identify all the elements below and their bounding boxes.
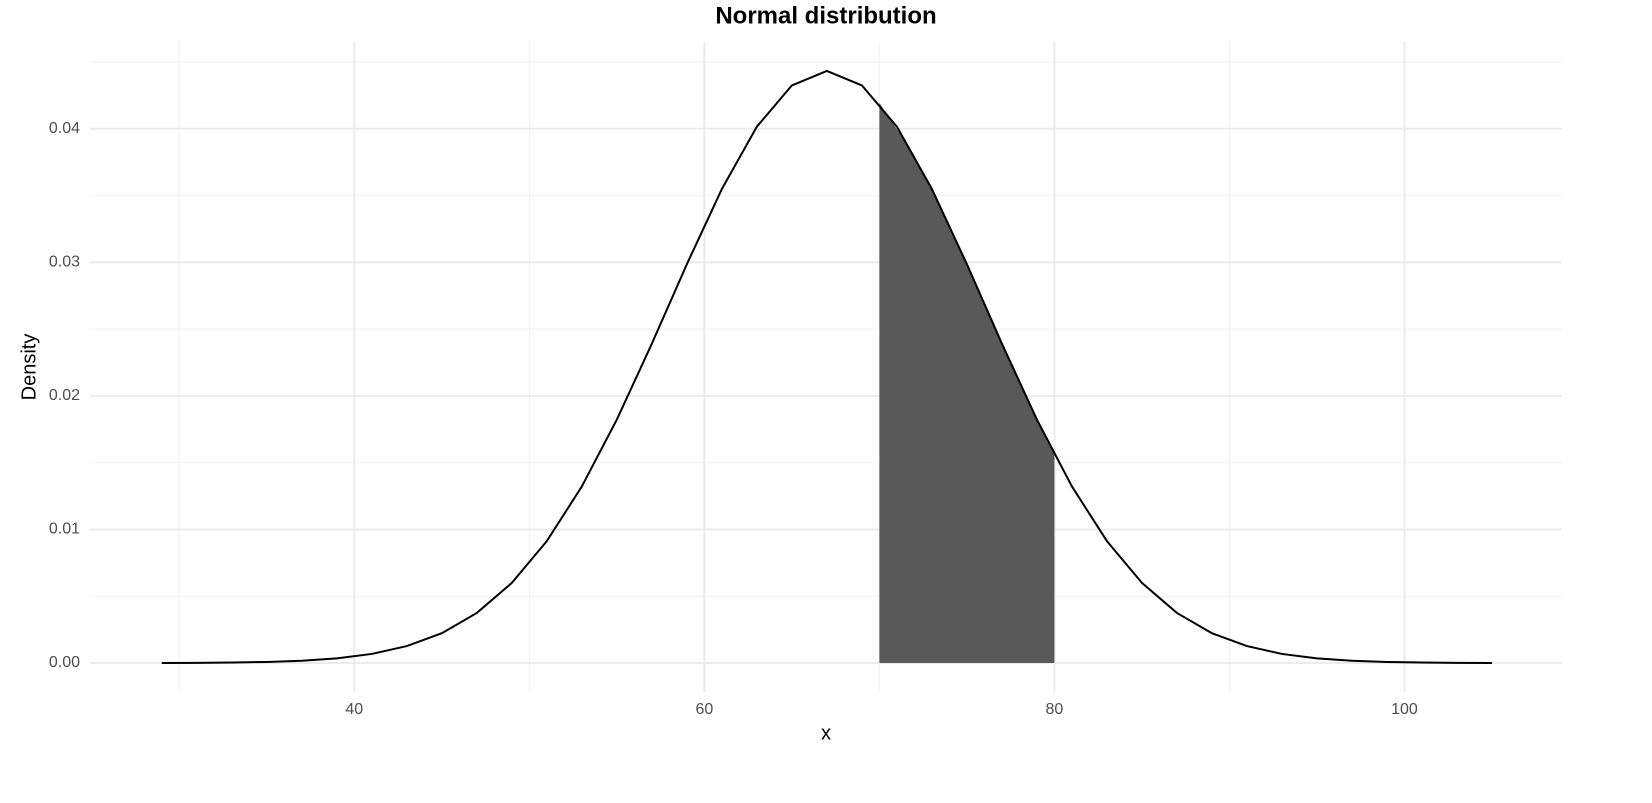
x-tick-label: 80 bbox=[1046, 701, 1064, 718]
shaded-area bbox=[879, 102, 1055, 664]
x-tick-label: 60 bbox=[695, 701, 713, 718]
y-tick-label: 0.00 bbox=[49, 654, 80, 671]
y-tick-label: 0.01 bbox=[49, 521, 80, 538]
y-tick-label: 0.02 bbox=[49, 387, 80, 404]
x-axis-label: x bbox=[821, 722, 831, 744]
x-tick-label: 100 bbox=[1391, 701, 1418, 718]
y-tick-label: 0.04 bbox=[49, 120, 80, 137]
chart-title: Normal distribution bbox=[715, 2, 936, 29]
x-tick-label: 40 bbox=[345, 701, 363, 718]
density-curve bbox=[161, 69, 1492, 665]
y-tick-label: 0.03 bbox=[49, 254, 80, 271]
y-axis-label: Density bbox=[18, 334, 40, 401]
